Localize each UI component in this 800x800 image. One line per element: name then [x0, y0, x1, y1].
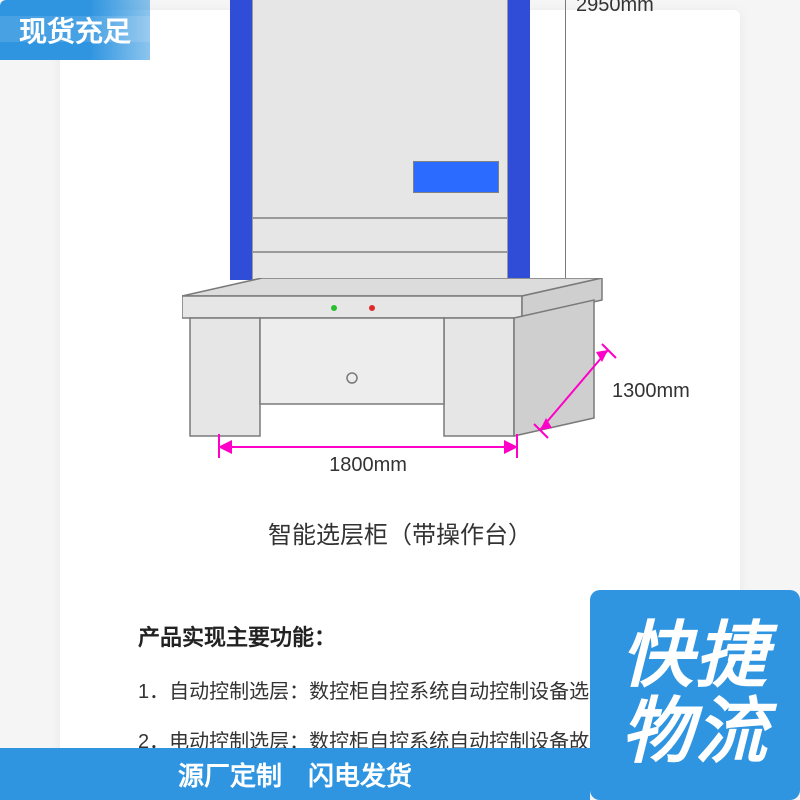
- dimension-depth-label: 1300mm: [612, 380, 690, 403]
- promo-box: 快捷 物流: [590, 590, 800, 800]
- dimension-width-label: 1800mm: [218, 454, 518, 477]
- stock-ribbon-text: 现货充足: [19, 10, 131, 50]
- bottom-banner-text: 源厂定制 闪电发货: [178, 756, 412, 793]
- cabinet-body: [230, 0, 530, 280]
- cabinet-screen: [413, 161, 499, 193]
- bottom-banner: 源厂定制 闪电发货: [0, 748, 590, 800]
- dimension-width: 1800mm: [218, 440, 518, 470]
- promo-line-1: 快捷: [621, 619, 769, 695]
- cabinet-shelf-line: [253, 217, 507, 219]
- arrow-right-icon: [504, 440, 518, 454]
- dimension-height-label: 2950mm: [576, 0, 654, 17]
- stock-ribbon: 现货充足: [0, 0, 150, 60]
- cabinet-face: [252, 0, 508, 280]
- height-guide-line: [565, 0, 567, 300]
- features-heading: 产品实现主要功能：: [138, 620, 336, 652]
- cabinet-shelf-line: [253, 251, 507, 253]
- feature-item: 1．自动控制选层：数控柜自控系统自动控制设备选择所: [138, 675, 629, 704]
- dimension-depth: 1300mm: [530, 330, 680, 450]
- diagram-title: 智能选层柜（带操作台）: [60, 515, 740, 550]
- cabinet-diagram: 2950mm: [170, 10, 730, 480]
- cabinet-rail-right: [508, 0, 530, 280]
- arrow-left-icon: [218, 440, 232, 454]
- cabinet-rail-left: [230, 0, 252, 280]
- promo-line-2: 物流: [621, 695, 769, 771]
- dim-line: [218, 446, 518, 448]
